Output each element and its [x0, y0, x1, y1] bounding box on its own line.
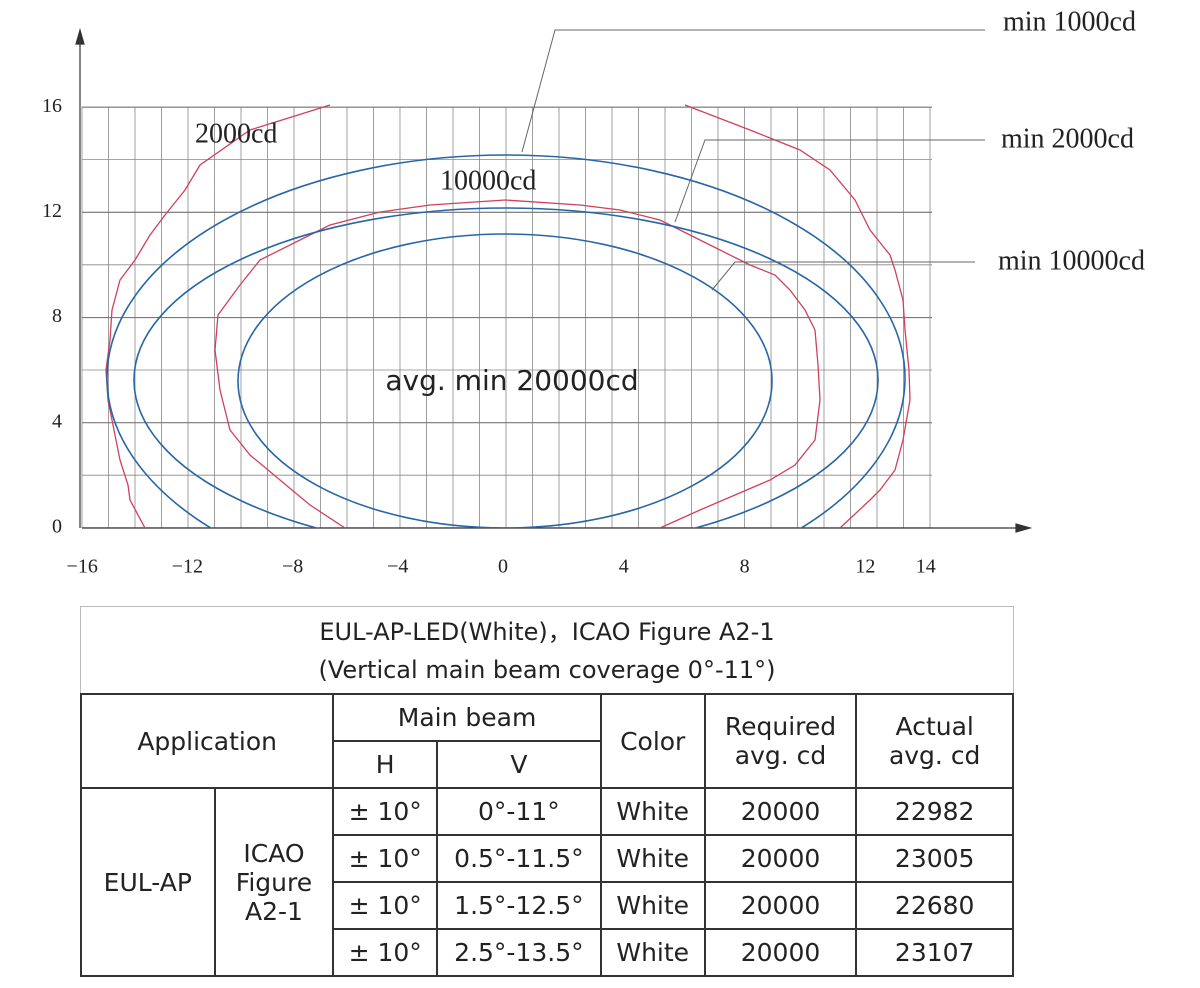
table-cell: 0°-11° — [436, 787, 602, 836]
table-cell: 20000 — [703, 881, 858, 930]
header-line: Actual — [895, 712, 974, 741]
table-row: EUL-AP ICAO Figure A2-1 ± 10° 0°-11° White 2000… — [80, 787, 1014, 977]
header-cell: H — [332, 740, 438, 789]
figure-line: A2-1 — [244, 896, 303, 926]
table-cell: 1.5°-12.5° — [436, 881, 602, 930]
table-cell: White — [599, 928, 706, 977]
header-line: avg. cd — [734, 741, 827, 770]
callout: min 1000cd — [1003, 6, 1136, 37]
y-tick-label: 8 — [52, 305, 62, 327]
callout: min 10000cd — [998, 245, 1145, 276]
y-tick-label: 16 — [42, 95, 62, 117]
x-tick-label: −4 — [387, 556, 408, 578]
contours — [105, 104, 911, 528]
x-tick-label: 4 — [619, 556, 629, 578]
header-cell: Actual avg. cd — [855, 693, 1014, 789]
grid — [81, 106, 932, 529]
header-cell: Main beam — [332, 693, 602, 742]
table-cell: ± 10° — [332, 834, 438, 883]
table-cell: 20000 — [703, 928, 858, 977]
figure-line: Figure — [235, 867, 313, 897]
callout: min 2000cd — [1001, 123, 1134, 154]
title-line: (Vertical main beam coverage 0°-11°) — [318, 656, 776, 684]
header-cell: Application — [79, 693, 335, 789]
header-cell: Required avg. cd — [703, 693, 858, 789]
spec-table: EUL-AP-LED(White)，ICAO Figure A2-1 (Vert… — [79, 606, 1014, 977]
ellipse-10000 — [133, 207, 879, 528]
y-tick-label: 12 — [42, 200, 62, 222]
x-tick-label: −8 — [282, 556, 303, 578]
table-cell: 20000 — [703, 787, 858, 836]
y-tick-label: 4 — [52, 410, 62, 432]
header-line: avg. cd — [888, 741, 981, 770]
table-cell: 0.5°-11.5° — [436, 834, 602, 883]
x-tick-label: 14 — [916, 556, 936, 578]
callout-lines — [521, 29, 985, 291]
y-tick-label: 0 — [52, 516, 62, 538]
x-tick-label: 12 — [855, 556, 875, 578]
x-tick-label: 8 — [740, 556, 750, 578]
table-cell: 2.5°-13.5° — [436, 928, 602, 977]
x-tick-label: −16 — [67, 556, 98, 578]
table-cell: EUL-AP — [80, 787, 216, 977]
table-row: ± 10° 1.5°-12.5° White 20000 22680 — [81, 881, 1014, 930]
table-cell: 23005 — [855, 834, 1014, 883]
table-cell: 23107 — [855, 928, 1014, 977]
table-row: ± 10° 0.5°-11.5° White 20000 23005 — [81, 834, 1014, 883]
table-cell: White — [599, 787, 706, 836]
table-cell: White — [599, 834, 706, 883]
table-cell: ± 10° — [332, 787, 438, 836]
table-cell: 20000 — [703, 834, 858, 883]
diagram: 2000cd 10000cd avg. min 20000cd min 1000… — [42, 6, 1145, 578]
x-tick-label: −12 — [172, 556, 203, 578]
table-cell: ICAO Figure A2-1 — [213, 787, 335, 977]
ellipse-1000 — [106, 154, 906, 528]
contour-10000 — [214, 199, 821, 528]
center-label: avg. min 20000cd — [385, 364, 638, 397]
contour-label: 10000cd — [440, 165, 536, 196]
ellipse-20000 — [237, 233, 773, 528]
table-cell: 22982 — [855, 787, 1014, 836]
header-cell: Color — [599, 693, 706, 789]
table-cell: ± 10° — [332, 881, 438, 930]
figure-line: ICAO — [243, 838, 305, 868]
table-title: EUL-AP-LED(White)，ICAO Figure A2-1 (Vert… — [80, 606, 1014, 693]
table-cell: White — [599, 881, 706, 930]
table-cell: ± 10° — [332, 928, 438, 977]
title-line: EUL-AP-LED(White)，ICAO Figure A2-1 — [319, 618, 775, 646]
x-tick-label: 0 — [498, 556, 508, 578]
table-cell: 22680 — [855, 881, 1014, 930]
header-cell: V — [436, 740, 602, 789]
table: Application Main beam Color Required avg.… — [79, 693, 1014, 977]
header-line: Required — [724, 712, 837, 741]
axes — [75, 27, 1033, 533]
contour-label: 2000cd — [195, 118, 277, 149]
table-row: ± 10° 2.5°-13.5° White 20000 23107 — [81, 928, 1014, 977]
contour-2000 — [105, 104, 911, 528]
